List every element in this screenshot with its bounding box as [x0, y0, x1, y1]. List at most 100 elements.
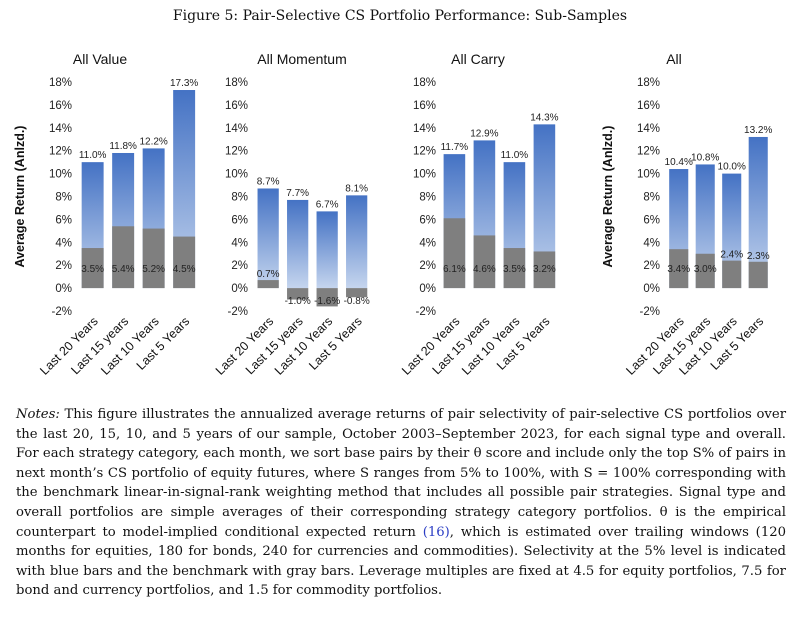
chart-title-all-carry: All Carry [451, 51, 505, 67]
blue-bar-all-carry [533, 124, 556, 289]
y-tick-label-all-momentum: 8% [231, 192, 248, 204]
y-tick-label-all-carry: 8% [419, 192, 436, 204]
y-tick-label-all-carry: -2% [416, 306, 436, 318]
gray-data-label-all-carry: 3.5% [503, 264, 526, 275]
gray-bar-all [669, 249, 689, 289]
y-tick-label-all-carry: 4% [419, 237, 436, 249]
y-tick-label-all-value: 16% [49, 100, 72, 112]
blue-bar-all-momentum [257, 188, 279, 289]
blue-data-label-all-value: 11.0% [79, 150, 107, 161]
y-tick-label-all-carry: 14% [413, 123, 436, 135]
y-tick-label-all: 18% [637, 77, 660, 89]
gray-bar-all [695, 253, 715, 289]
gray-data-label-all-value: 5.4% [112, 264, 135, 275]
y-tick-label-all-momentum: 18% [225, 77, 248, 89]
blue-data-label-all: 13.2% [744, 125, 772, 136]
y-tick-label-all: 0% [643, 283, 660, 295]
blue-data-label-all-momentum: 7.7% [286, 188, 309, 199]
y-tick-label-all-momentum: 6% [231, 214, 248, 226]
blue-data-label-all-momentum: 6.7% [316, 199, 339, 210]
blue-bar-all-momentum [287, 199, 309, 289]
blue-data-label-all-value: 17.3% [170, 78, 198, 89]
y-tick-label-all-value: 18% [49, 77, 72, 89]
blue-bar-all [722, 173, 742, 289]
y-tick-label-all: 14% [637, 123, 660, 135]
gray-bar-all-carry [503, 248, 526, 289]
blue-bar-all-momentum [346, 195, 368, 289]
gray-data-label-all-value: 4.5% [173, 264, 196, 275]
blue-data-label-all: 10.4% [665, 157, 693, 168]
notes-text-part1: This figure illustrates the annualized a… [16, 407, 786, 540]
gray-bar-all [722, 260, 742, 289]
gray-data-label-all-carry: 4.6% [473, 264, 496, 275]
gray-bar-all-value [81, 248, 104, 289]
y-tick-label-all-momentum: 14% [225, 123, 248, 135]
blue-bar-all [748, 136, 768, 289]
blue-data-label-all-carry: 12.9% [470, 128, 498, 139]
y-tick-label-all-momentum: 16% [225, 100, 248, 112]
gray-bar-all-value [173, 236, 196, 289]
y-axis-label-all-value: Average Return (Anlzd.) [13, 126, 27, 268]
gray-data-label-all: 2.4% [720, 250, 743, 261]
y-tick-label-all-value: 2% [55, 260, 72, 272]
y-tick-label-all-value: 6% [55, 214, 72, 226]
gray-data-label-all: 3.4% [667, 264, 690, 275]
blue-bar-all-momentum [316, 211, 338, 289]
y-tick-label-all-carry: 2% [419, 260, 436, 272]
blue-data-label-all: 10.0% [718, 162, 746, 173]
y-tick-label-all: 12% [637, 146, 660, 158]
y-tick-label-all: 16% [637, 100, 660, 112]
y-tick-label-all: 2% [643, 260, 660, 272]
y-tick-label-all-momentum: 4% [231, 237, 248, 249]
y-tick-label-all-momentum: 10% [225, 169, 248, 181]
notes-equation-ref[interactable]: (16) [422, 524, 450, 540]
y-tick-label-all-carry: 6% [419, 214, 436, 226]
gray-bar-all-carry [533, 251, 556, 289]
y-axis-label-all: Average Return (Anlzd.) [601, 126, 615, 268]
gray-bar-all [748, 261, 768, 289]
gray-data-label-all: 2.3% [747, 251, 770, 262]
y-tick-label-all-momentum: -2% [228, 306, 248, 318]
gray-bar-all-momentum [346, 288, 368, 298]
gray-data-label-all-momentum: -0.8% [344, 296, 370, 307]
charts-svg: All Value -2% 0% 2% 4% 6% 8% 10% 12% 14% 16% 18% Ave… [13, 51, 773, 378]
chart-title-all: All [666, 51, 682, 67]
gray-data-label-all-momentum: -1.6% [314, 296, 340, 307]
figure-notes: Notes: This figure illustrates the annua… [16, 405, 786, 601]
y-tick-label-all-value: 0% [55, 283, 72, 295]
gray-data-label-all-momentum: 0.7% [257, 269, 280, 280]
gray-data-label-all: 3.0% [694, 264, 717, 275]
gray-data-label-all-carry: 3.2% [533, 264, 556, 275]
y-tick-label-all-value: 8% [55, 192, 72, 204]
y-tick-label-all-momentum: 12% [225, 146, 248, 158]
gray-bar-all-value [112, 226, 135, 289]
gray-bar-all-momentum [257, 280, 279, 289]
figure-title: Figure 5: Pair-Selective CS Portfolio Pe… [172, 8, 628, 24]
blue-data-label-all-value: 12.2% [139, 136, 167, 147]
blue-data-label-all-carry: 11.7% [441, 142, 469, 153]
gray-bar-all-momentum [287, 288, 309, 300]
gray-bar-all-carry [473, 235, 496, 289]
y-tick-label-all-momentum: 2% [231, 260, 248, 272]
gray-data-label-all-momentum: -1.0% [285, 296, 311, 307]
gray-bar-all-momentum [316, 288, 338, 307]
y-tick-label-all: -2% [640, 306, 660, 318]
chart-title-all-value: All Value [73, 51, 127, 67]
blue-data-label-all-carry: 14.3% [530, 112, 558, 123]
gray-data-label-all-carry: 6.1% [443, 264, 466, 275]
gray-bar-all-carry [443, 218, 466, 289]
blue-data-label-all: 10.8% [691, 152, 719, 163]
y-tick-label-all-value: 10% [49, 169, 72, 181]
notes-text-part2: , which is estimated over trailing windo… [16, 524, 786, 599]
chart-title-all-momentum: All Momentum [257, 51, 346, 67]
y-tick-label-all-carry: 10% [413, 169, 436, 181]
y-tick-label-all-value: 12% [49, 146, 72, 158]
y-tick-label-all-carry: 16% [413, 100, 436, 112]
y-tick-label-all: 8% [643, 192, 660, 204]
y-tick-label-all: 4% [643, 237, 660, 249]
gray-data-label-all-value: 3.5% [81, 264, 104, 275]
y-tick-label-all: 6% [643, 214, 660, 226]
y-tick-label-all-value: -2% [52, 306, 72, 318]
y-tick-label-all-carry: 12% [413, 146, 436, 158]
gray-data-label-all-value: 5.2% [142, 264, 165, 275]
